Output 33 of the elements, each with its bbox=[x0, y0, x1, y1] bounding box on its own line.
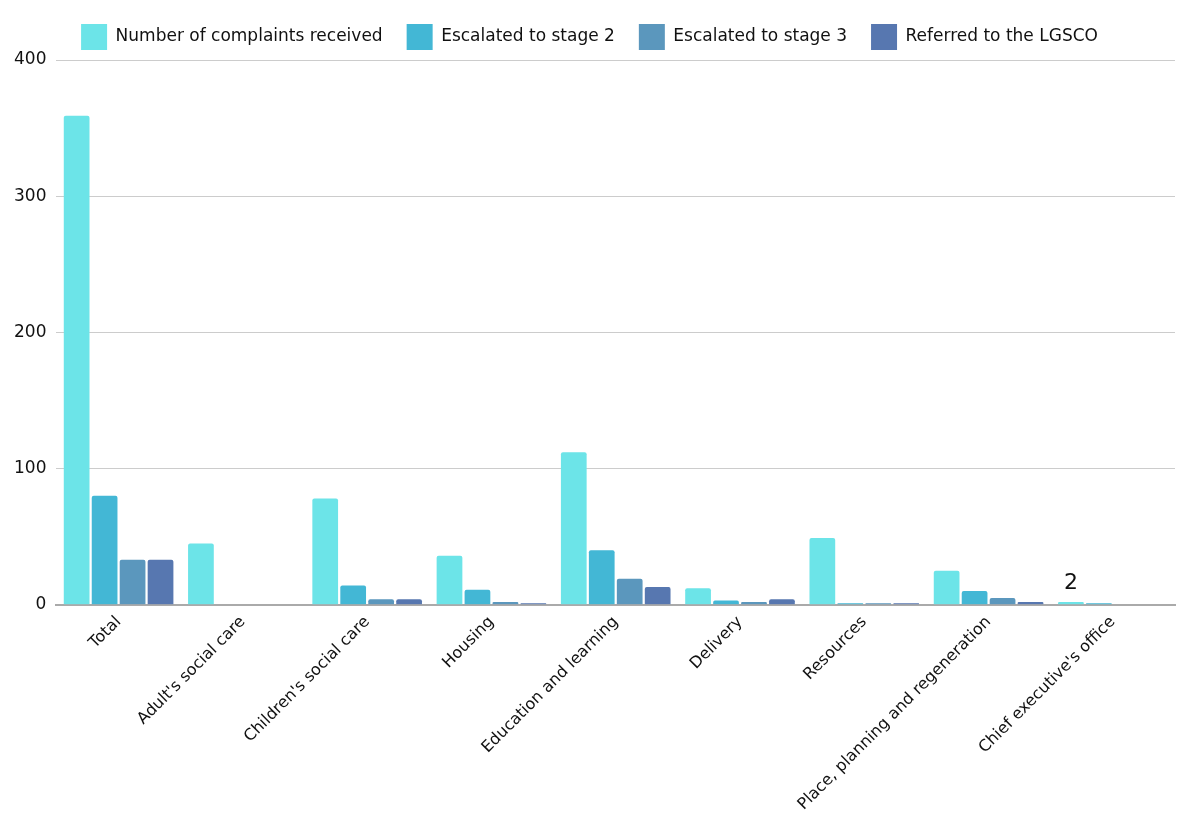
bar bbox=[933, 570, 960, 605]
bar bbox=[961, 591, 988, 605]
bar bbox=[588, 550, 615, 605]
legend-label: Escalated to stage 2 bbox=[441, 25, 615, 46]
bar bbox=[809, 537, 836, 605]
y-tick-label: 200 bbox=[13, 320, 47, 341]
bar bbox=[188, 543, 214, 605]
bar bbox=[769, 599, 795, 605]
bar bbox=[616, 578, 643, 605]
y-tick-label: 300 bbox=[13, 184, 47, 205]
bar bbox=[396, 599, 422, 605]
bar bbox=[741, 601, 767, 605]
bar bbox=[147, 559, 174, 605]
bar bbox=[644, 586, 671, 605]
bar bbox=[464, 589, 491, 605]
bar bbox=[436, 555, 463, 605]
y-tick-label: 100 bbox=[13, 456, 47, 477]
bar bbox=[119, 559, 146, 605]
y-tick-label: 0 bbox=[35, 593, 47, 614]
bar bbox=[63, 115, 90, 605]
legend-label: Referred to the LGSCO bbox=[905, 25, 1098, 46]
legend-label: Escalated to stage 3 bbox=[673, 25, 848, 46]
bar bbox=[368, 599, 394, 605]
y-tick-label: 400 bbox=[13, 48, 47, 69]
legend-label: Number of complaints received bbox=[115, 25, 383, 46]
bar bbox=[91, 495, 118, 605]
data-label: 2 bbox=[1063, 568, 1078, 594]
bar bbox=[560, 452, 587, 605]
bar bbox=[685, 588, 711, 605]
bar bbox=[340, 585, 367, 605]
bar bbox=[1058, 601, 1084, 605]
bar bbox=[989, 597, 1016, 605]
bar bbox=[312, 498, 339, 605]
